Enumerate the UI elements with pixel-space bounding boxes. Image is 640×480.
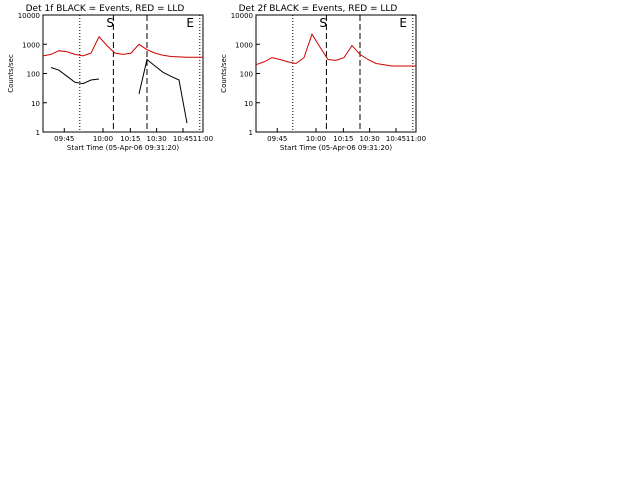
x-tick-label: 10:15	[120, 135, 140, 143]
x-tick-label: 10:30	[147, 135, 167, 143]
y-tick-label: 1000	[235, 41, 253, 49]
x-tick-label: 09:45	[267, 135, 287, 143]
marker-label-S: S	[106, 16, 114, 30]
series-line-1	[255, 33, 416, 67]
plot-frame	[255, 14, 417, 133]
y-tick-label: 100	[27, 71, 40, 79]
y-tick-label: 1000	[22, 41, 40, 49]
x-tick-label: 10:45	[386, 135, 406, 143]
x-tick-label: 09:45	[54, 135, 74, 143]
chart-title: Det 1f BLACK = Events, RED = LLD	[26, 4, 185, 14]
chart-panel-2: Det 2f BLACK = Events, RED = LLD 1 10 100 10…	[220, 4, 426, 152]
series-line-1	[42, 35, 203, 58]
y-axis-label: Counts/sec	[7, 54, 15, 93]
x-tick-label: 10:15	[333, 135, 353, 143]
marker-label-E: E	[399, 16, 407, 30]
marker-label-S: S	[319, 16, 327, 30]
y-tick-label: 1	[36, 129, 40, 137]
series-line-0	[50, 58, 188, 124]
x-tick-label: 10:00	[306, 135, 326, 143]
y-tick-label: 10	[244, 100, 253, 108]
x-tick-label: 10:45	[173, 135, 193, 143]
marker-label-E: E	[186, 16, 194, 30]
y-tick-label: 100	[240, 71, 253, 79]
y-tick-label: 1	[249, 129, 253, 137]
x-tick-label: 10:30	[360, 135, 380, 143]
y-tick-label: 10000	[18, 12, 40, 20]
plot-frame	[42, 14, 204, 133]
y-tick-label: 10000	[231, 12, 253, 20]
y-axis-label: Counts/sec	[220, 54, 228, 93]
y-tick-label: 10	[31, 100, 40, 108]
chart-title: Det 2f BLACK = Events, RED = LLD	[239, 4, 398, 14]
x-axis-label: Start Time (05-Apr-06 09:31:20)	[67, 144, 179, 152]
chart-panel-1: Det 1f BLACK = Events, RED = LLD 1 10 100 10…	[7, 4, 213, 152]
x-axis-label: Start Time (05-Apr-06 09:31:20)	[280, 144, 392, 152]
x-tick-label: 11:00	[193, 135, 213, 143]
x-tick-label: 10:00	[93, 135, 113, 143]
x-tick-label: 11:00	[406, 135, 426, 143]
